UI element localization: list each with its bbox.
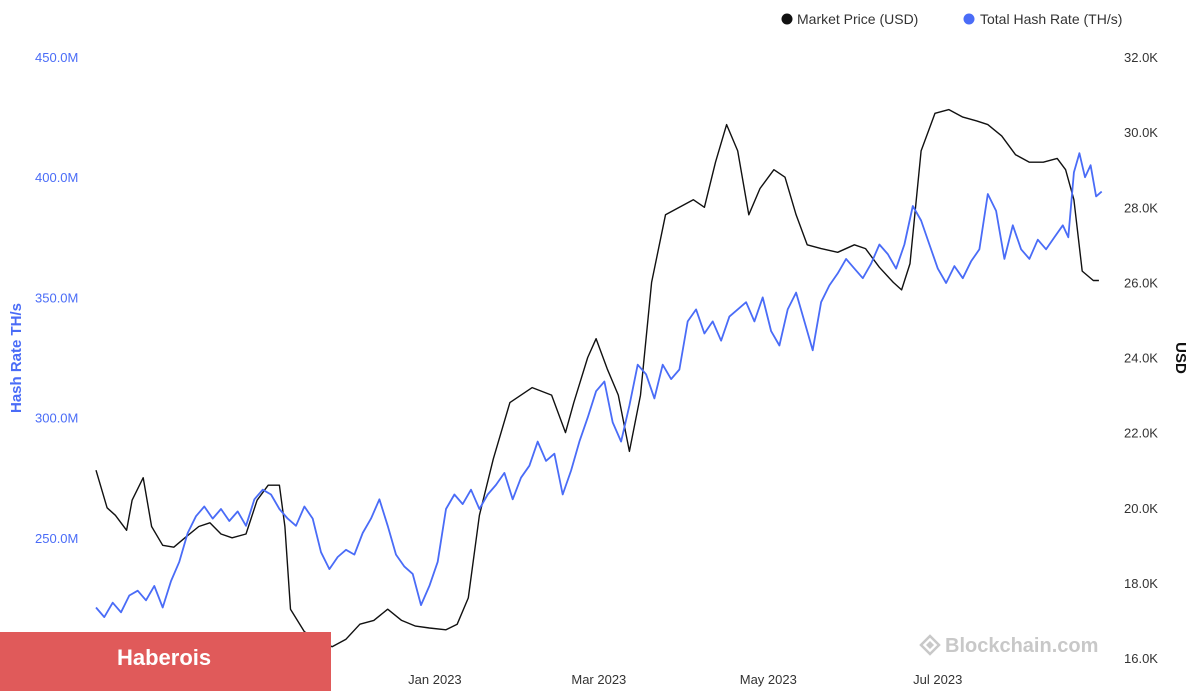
right-tick-label: 26.0K xyxy=(1124,275,1158,290)
left-tick-label: 350.0M xyxy=(35,290,78,305)
right-tick-label: 28.0K xyxy=(1124,200,1158,215)
blockchain-logo-icon xyxy=(919,634,941,656)
right-tick-label: 24.0K xyxy=(1124,351,1158,366)
legend-dot-icon xyxy=(963,13,975,25)
legend-item[interactable]: Market Price (USD) xyxy=(781,11,919,27)
right-tick-label: 18.0K xyxy=(1124,576,1158,591)
right-axis-ticks: 16.0K 18.0K 20.0K 22.0K 24.0K 26.0K 28.0K 30.0K… xyxy=(1124,50,1158,666)
right-tick-label: 30.0K xyxy=(1124,125,1158,140)
x-tick-label: Jan 2023 xyxy=(408,672,462,687)
legend-label: Market Price (USD) xyxy=(797,11,918,27)
market-price-series-line xyxy=(95,108,1099,648)
left-axis-title: Hash Rate TH/s xyxy=(8,303,25,413)
legend-item[interactable]: Total Hash Rate (TH/s) xyxy=(963,11,1123,27)
banner-text: Haberois xyxy=(117,645,212,670)
right-tick-label: 20.0K xyxy=(1124,501,1158,516)
right-tick-label: 22.0K xyxy=(1124,426,1158,441)
right-tick-label: 32.0K xyxy=(1124,50,1158,65)
hash-rate-series-line xyxy=(95,152,1103,618)
legend[interactable]: Market Price (USD) Total Hash Rate (TH/s) xyxy=(781,11,1123,27)
left-tick-label: 450.0M xyxy=(35,50,78,65)
series-layer xyxy=(95,108,1103,648)
watermark: Blockchain.com xyxy=(919,634,1098,657)
right-axis-title: USD xyxy=(1172,342,1189,374)
legend-label: Total Hash Rate (TH/s) xyxy=(980,11,1122,27)
brand-banner: Haberois xyxy=(0,632,331,691)
watermark-text: Blockchain.com xyxy=(945,635,1098,657)
left-tick-label: 250.0M xyxy=(35,531,78,546)
right-tick-label: 16.0K xyxy=(1124,651,1158,666)
left-tick-label: 400.0M xyxy=(35,170,78,185)
left-tick-label: 300.0M xyxy=(35,411,78,426)
legend-dot-icon xyxy=(781,13,793,25)
x-tick-label: Jul 2023 xyxy=(913,672,962,687)
x-tick-label: Mar 2023 xyxy=(571,672,626,687)
x-tick-label: May 2023 xyxy=(740,672,797,687)
